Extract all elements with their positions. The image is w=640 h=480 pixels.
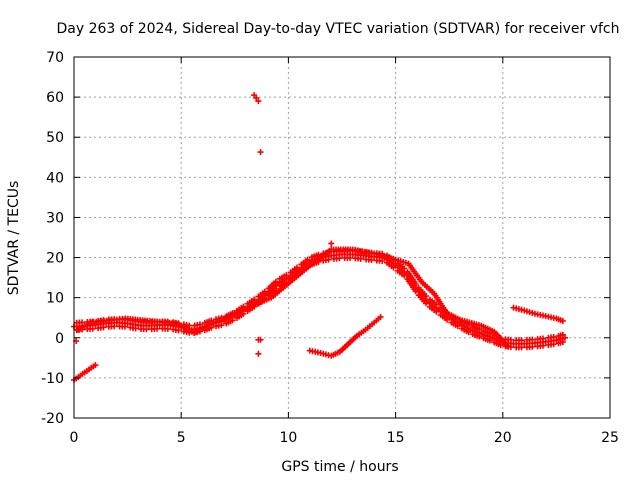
data-point-main-band xyxy=(229,317,236,324)
data-point-main-band xyxy=(89,325,96,332)
data-point-main-band xyxy=(401,265,408,272)
y-tick-label: 50 xyxy=(46,130,64,146)
data-point-main-band xyxy=(164,325,171,332)
data-point-main-band xyxy=(518,337,525,344)
data-point-main-band xyxy=(218,322,225,329)
y-tick-label: 60 xyxy=(46,90,64,106)
axis-ticks: 0 5 10 15 20 25 -20 -10 0 10 20 30 40 50 60 70 xyxy=(41,50,619,446)
data-point-outliers xyxy=(253,94,260,101)
x-tick-label: 10 xyxy=(279,430,297,446)
data-point-main-band xyxy=(550,333,557,340)
y-tick-label: -10 xyxy=(41,371,64,387)
data-point-main-band xyxy=(559,331,566,338)
data-point-main-band xyxy=(559,338,566,345)
y-tick-label: -20 xyxy=(41,411,64,427)
data-point-main-band xyxy=(272,285,279,292)
data-point-outliers xyxy=(257,336,264,343)
data-point-main-band xyxy=(336,255,343,262)
data-point-main-band xyxy=(154,325,161,332)
data-point-main-band xyxy=(186,322,193,329)
grid-lines xyxy=(74,57,610,418)
data-point-main-band xyxy=(529,336,536,343)
x-tick-label: 20 xyxy=(494,430,512,446)
data-point-outliers xyxy=(255,98,262,105)
y-tick-label: 30 xyxy=(46,210,64,226)
x-tick-label: 0 xyxy=(70,430,79,446)
data-point-main-band xyxy=(100,324,107,331)
data-point-outliers xyxy=(328,240,335,247)
data-point-main-band xyxy=(325,256,332,263)
data-point-main-band xyxy=(111,323,118,330)
data-point-main-band xyxy=(507,344,514,351)
data-point-main-band-spread xyxy=(504,342,511,349)
data-point-main-band xyxy=(368,257,375,264)
y-tick-label: 20 xyxy=(46,251,64,267)
plot-frame xyxy=(73,56,611,419)
data-point-main-band xyxy=(357,255,364,262)
x-tick-label: 15 xyxy=(387,430,405,446)
x-axis-label: GPS time / hours xyxy=(281,459,398,475)
data-point-main-band xyxy=(540,342,546,349)
data-point-late-arc xyxy=(559,317,566,324)
data-point-main-band xyxy=(379,257,386,264)
data-point-main-band xyxy=(121,323,128,330)
data-point-main-band xyxy=(561,334,568,341)
data-point-main-band xyxy=(132,325,139,332)
data-point-main-band xyxy=(347,254,354,261)
data-point-secondary-arc xyxy=(377,313,384,320)
chart-title: Day 263 of 2024, Sidereal Day-to-day VTE… xyxy=(56,21,619,37)
data-point-main-band xyxy=(196,321,203,328)
data-point-outliers xyxy=(255,350,262,357)
y-axis-label: SDTVAR / TECUs xyxy=(6,181,22,296)
x-tick-label: 25 xyxy=(601,430,619,446)
x-tick-label: 5 xyxy=(177,430,186,446)
data-point-main-band xyxy=(412,281,419,288)
data-point-main-band xyxy=(550,341,557,348)
data-point-main-band xyxy=(433,301,440,308)
data-point-outliers xyxy=(257,149,264,156)
data-point-main-band xyxy=(79,319,86,326)
data-point-main-band xyxy=(518,344,525,351)
data-point-early-arc xyxy=(92,362,99,369)
data-point-main-band xyxy=(143,326,150,333)
y-tick-label: 0 xyxy=(55,331,64,347)
y-tick-label: 10 xyxy=(46,291,64,307)
y-tick-label: 40 xyxy=(46,170,64,186)
data-point-main-band xyxy=(529,343,536,350)
data-point-main-band xyxy=(422,293,429,300)
data-point-main-band xyxy=(540,335,546,342)
data-points xyxy=(71,92,568,383)
data-point-main-band xyxy=(175,327,182,334)
data-point-main-band xyxy=(507,336,514,343)
y-tick-label: 70 xyxy=(46,50,64,66)
